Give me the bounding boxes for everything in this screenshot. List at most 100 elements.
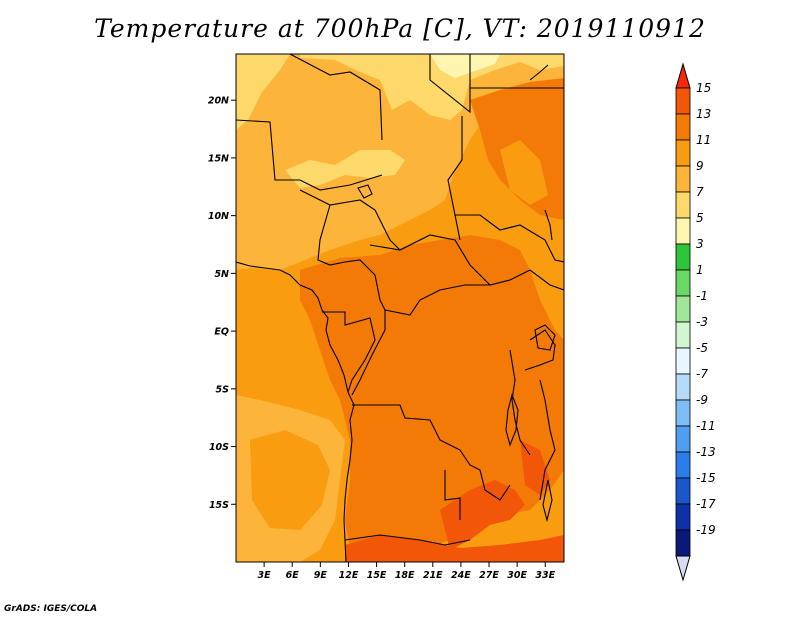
lon-tick-label: 3E [258, 570, 272, 581]
colorbar-label: -1 [696, 289, 708, 303]
colorbar-swatch [675, 87, 691, 115]
colorbar-swatch [675, 347, 691, 375]
field-13to15-east [520, 440, 550, 495]
red-sea-coast [529, 64, 549, 81]
map-frame [235, 53, 565, 563]
field-11to13-congo [300, 235, 564, 560]
lake-victoria [534, 324, 556, 351]
lat-tick-label: 5S [216, 384, 230, 395]
field-13to15-south [440, 480, 525, 550]
lake-tanganyika [505, 393, 519, 447]
colorbar-swatch [675, 425, 691, 453]
colorbar-swatch [675, 269, 691, 297]
colorbar-label: -13 [696, 445, 716, 459]
lon-tick-label: 15E [367, 570, 387, 581]
boundary-nigeria-cameroon [317, 204, 386, 311]
colorbar-label: 11 [696, 133, 711, 147]
lake-chad [357, 184, 373, 199]
colorbar-label: 15 [696, 81, 711, 95]
lake-malawi [542, 479, 553, 523]
lat-tick-label: 10S [209, 442, 229, 453]
boundary-chad-car [369, 234, 564, 291]
country-boundaries [236, 54, 564, 562]
lat-tick-label: 10N [208, 211, 229, 222]
boundary-algeria-mali [289, 54, 383, 141]
boundary-drc-angola [352, 404, 511, 501]
field-5to7-north [300, 54, 564, 120]
boundary-ethiopia [544, 209, 553, 241]
colorbar-swatch [675, 243, 691, 271]
colorbar-swatch [675, 191, 691, 219]
field-9to11-east [500, 140, 548, 205]
colorbar-swatch [675, 165, 691, 193]
colorbar-label: -7 [696, 367, 708, 381]
grads-credit: GrADS: IGES/COLA [4, 604, 98, 614]
boundary-sudan-ssudan [455, 214, 564, 263]
colorbar: 15 13 11 9 7 5 3 1 -1 -3 -5 -7 -9 -11 -13 -15 -17 -19 [675, 62, 716, 582]
latitude-axis: 20N 15N 10N 5N EQ 5S 10S 15S [208, 96, 236, 511]
boundary-great-lakes-west [509, 349, 531, 456]
colorbar-label: -3 [696, 315, 708, 329]
boundary-great-lakes-east [524, 329, 556, 371]
boundary-mali-niger [236, 119, 383, 191]
lon-tick-label: 12E [339, 570, 359, 581]
lon-tick-label: 27E [479, 570, 499, 581]
colorbar-label: 1 [696, 263, 704, 277]
colorbar-label: 5 [696, 211, 704, 225]
colorbar-label: -19 [696, 523, 716, 537]
lon-tick-label: 21E [423, 570, 443, 581]
colorbar-label: -11 [696, 419, 716, 433]
coastline-west-africa [236, 261, 355, 562]
colorbar-bottom-arrow [675, 555, 691, 582]
boundary-angola-zambia [444, 470, 461, 520]
boundary-tanzania [539, 379, 556, 501]
colorbar-label: -5 [696, 341, 708, 355]
boundary-niger-libya [429, 54, 471, 114]
lon-tick-label: 18E [395, 570, 415, 581]
colorbar-swatch [675, 451, 691, 479]
field-5to7-sahel [285, 150, 405, 188]
colorbar-swatch [675, 503, 691, 531]
field-5to7-northwest [236, 54, 290, 130]
boundary-niger-nigeria [299, 189, 401, 251]
colorbar-swatch [675, 373, 691, 401]
colorbar-swatch [675, 477, 691, 505]
colorbar-label: -17 [696, 497, 716, 511]
colorbar-swatch [675, 113, 691, 141]
lon-tick-label: 33E [535, 570, 555, 581]
field-13to15-southern-edge [345, 535, 564, 562]
colorbar-top-arrow [675, 62, 691, 89]
colorbar-swatch [675, 217, 691, 245]
lon-tick-label: 9E [314, 570, 328, 581]
colorbar-swatch [675, 529, 691, 557]
colorbar-label: 13 [696, 107, 711, 121]
colorbar-swatch [675, 321, 691, 349]
colorbar-swatch [675, 139, 691, 167]
chart-title: Temperature at 700hPa [C], VT: 201911091… [94, 14, 706, 43]
field-5to7-saharan [430, 54, 500, 78]
colorbar-label: 3 [696, 237, 704, 251]
boundary-chad-sudan [447, 116, 463, 241]
colorbar-label: -9 [696, 393, 708, 407]
colorbar-label: 9 [696, 159, 704, 173]
field-9to11-atlantic [250, 430, 330, 530]
lon-tick-label: 24E [451, 570, 471, 581]
colorbar-label: 7 [696, 185, 704, 199]
boundary-car-drc [384, 284, 490, 316]
lat-tick-label: 5N [214, 269, 229, 280]
longitude-axis: 3E 6E 9E 12E 15E 18E 21E 24E 27E 30E 33E [258, 562, 556, 581]
lat-tick-label: 15N [208, 153, 229, 164]
colorbar-label: -15 [696, 471, 716, 485]
lat-tick-label: 15S [209, 500, 229, 511]
temperature-field [236, 54, 564, 562]
boundary-gabon-congo [322, 311, 376, 393]
lat-tick-label: EQ [214, 327, 229, 338]
colorbar-swatch [675, 295, 691, 323]
lat-tick-label: 20N [208, 96, 229, 107]
lon-tick-label: 6E [286, 570, 300, 581]
colorbar-swatch [675, 399, 691, 427]
boundary-congo-drc [351, 310, 386, 396]
lon-tick-label: 30E [507, 570, 527, 581]
boundary-namibia [344, 534, 471, 546]
